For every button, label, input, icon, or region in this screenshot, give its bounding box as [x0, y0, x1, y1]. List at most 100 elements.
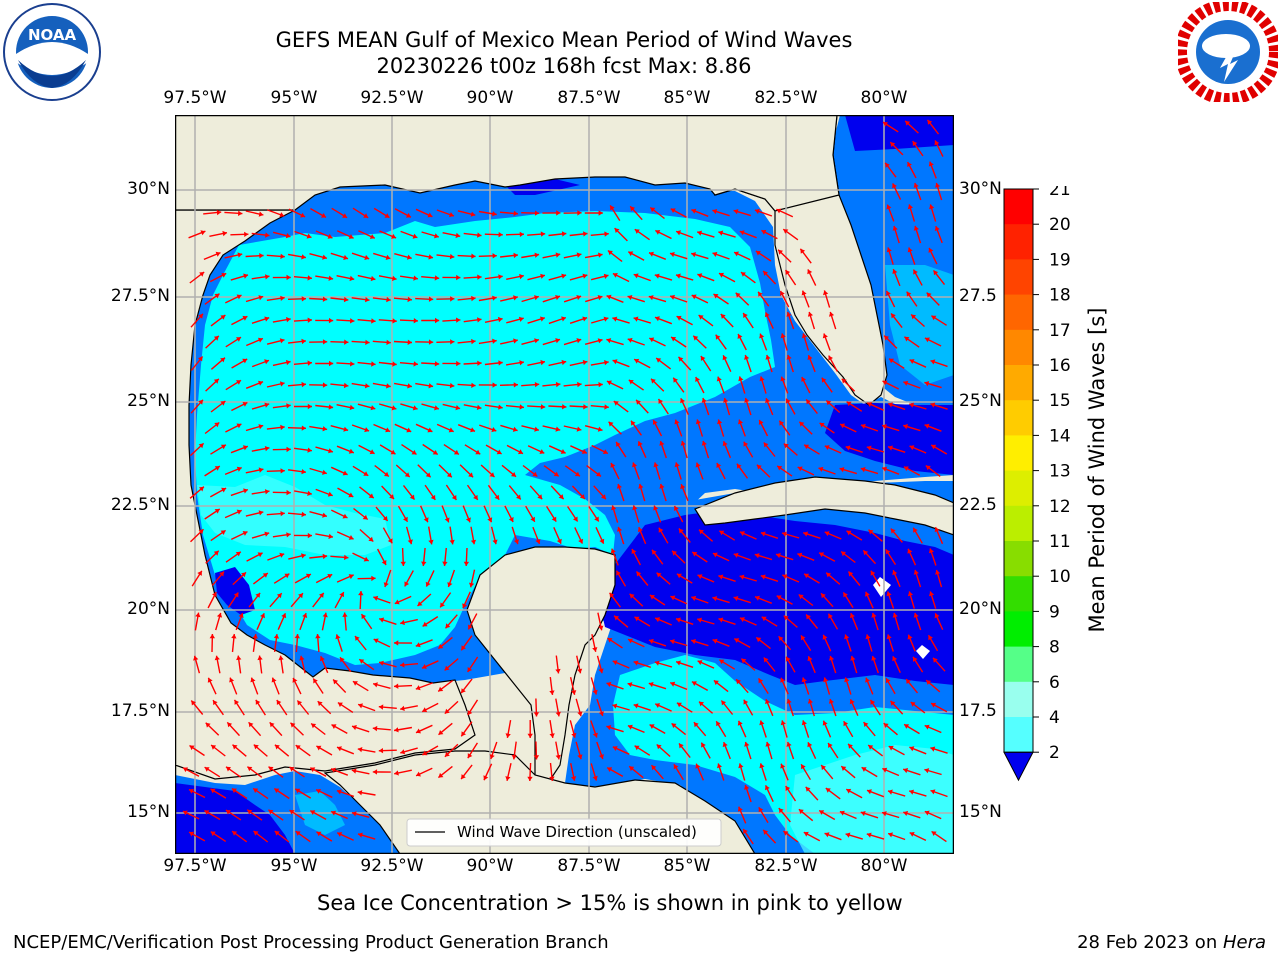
wave-arrow — [590, 720, 598, 738]
title-line-2: 20230226 t00z 168h fcst Max: 8.86 — [376, 54, 752, 78]
wave-arrow — [902, 768, 921, 776]
wave-arrow — [336, 531, 354, 540]
wave-arrow — [712, 251, 730, 260]
wave-arrow — [490, 526, 498, 545]
wave-arrow — [777, 249, 792, 263]
wave-arrow — [606, 766, 624, 778]
wave-arrow — [723, 397, 731, 416]
wave-arrow — [358, 444, 375, 455]
wave-arrow — [266, 468, 285, 474]
wave-arrow — [209, 487, 227, 498]
colorbar-tick-label-1: 20 — [1049, 215, 1071, 235]
wave-arrow — [627, 724, 645, 734]
wave-arrow — [742, 828, 754, 845]
wave-arrow — [359, 486, 375, 499]
wave-arrow — [648, 251, 667, 260]
wave-arrow — [654, 273, 673, 281]
wave-arrow — [467, 656, 479, 673]
wave-arrow — [584, 252, 603, 259]
wave-arrow — [675, 230, 694, 239]
wave-arrow — [548, 273, 567, 281]
wave-arrow — [733, 251, 751, 261]
wave-arrow — [316, 831, 333, 842]
wave-arrow — [866, 789, 885, 798]
wave-arrow — [591, 316, 609, 324]
wave-arrow — [210, 357, 226, 370]
wave-arrow — [866, 402, 884, 411]
wave-arrow — [691, 208, 709, 217]
wave-arrow — [266, 511, 285, 517]
wave-arrow — [902, 424, 921, 432]
wave-arrow — [330, 810, 348, 820]
colorbar-tick-label-0: 21 — [1049, 186, 1071, 200]
wave-arrow — [801, 290, 810, 308]
wave-arrow — [798, 593, 814, 607]
wave-arrow — [500, 295, 518, 302]
wave-arrow — [886, 634, 894, 652]
wave-arrow — [505, 763, 512, 781]
wave-arrow — [693, 721, 707, 737]
wave-arrow — [695, 763, 705, 781]
wave-arrow — [907, 204, 916, 222]
wave-arrow — [675, 273, 694, 281]
wave-arrow — [310, 722, 326, 736]
wave-arrow — [763, 657, 776, 672]
wave-arrow — [926, 119, 940, 135]
wave-arrow — [575, 698, 583, 717]
wave-arrow — [287, 511, 307, 518]
wave-arrow — [691, 680, 709, 692]
wave-arrow — [744, 354, 752, 373]
wave-arrow — [871, 612, 879, 631]
wave-arrow — [204, 809, 221, 821]
wave-arrow — [674, 462, 682, 480]
wave-arrow — [720, 313, 734, 328]
wave-arrow — [415, 339, 434, 345]
wave-arrow — [255, 699, 266, 716]
wave-arrow — [935, 182, 943, 201]
wave-arrow — [715, 720, 727, 738]
pacific-water-below-2 — [175, 783, 295, 854]
wave-arrow — [886, 247, 894, 265]
wave-arrow — [780, 333, 788, 351]
lon-label-top-3: 90°W — [466, 88, 514, 108]
wave-arrow — [527, 316, 546, 324]
wave-arrow — [293, 360, 313, 366]
wave-arrow — [803, 573, 820, 584]
wave-arrow — [315, 317, 334, 324]
wave-arrow — [419, 505, 429, 523]
wave-arrow — [818, 466, 836, 475]
wave-arrow — [775, 553, 794, 561]
wave-arrow — [801, 720, 810, 738]
wave-arrow — [421, 231, 439, 239]
wave-arrow — [586, 465, 602, 477]
caribbean-water-below-2 — [600, 511, 954, 685]
wave-arrow — [822, 634, 832, 652]
wave-arrow — [609, 205, 621, 221]
wave-arrow — [288, 338, 306, 345]
wave-arrow — [617, 526, 625, 545]
wave-arrow — [436, 382, 455, 389]
wave-arrow — [930, 444, 948, 455]
wave-arrow — [527, 762, 533, 782]
wave-arrow — [762, 270, 777, 285]
wave-arrow — [400, 230, 418, 239]
wave-arrow — [393, 296, 413, 303]
wave-arrow — [437, 680, 454, 692]
lon-label-bottom-5: 85°W — [663, 856, 711, 876]
wave-arrow — [266, 338, 285, 345]
wave-arrow — [569, 316, 588, 324]
wave-arrow — [543, 465, 560, 477]
wave-arrow — [436, 296, 455, 302]
wave-arrow — [606, 294, 624, 303]
wave-arrow — [339, 656, 352, 673]
wave-arrow — [924, 724, 942, 734]
lon-label-top-4: 87.5°W — [557, 88, 621, 108]
wave-arrow — [274, 744, 290, 757]
wave-arrow — [612, 746, 630, 755]
wave-arrow — [743, 441, 754, 458]
wave-arrow — [765, 741, 773, 760]
wave-arrow — [908, 789, 927, 797]
wave-arrow — [924, 768, 942, 776]
wave-arrow — [882, 121, 899, 133]
wave-arrow — [780, 763, 789, 781]
